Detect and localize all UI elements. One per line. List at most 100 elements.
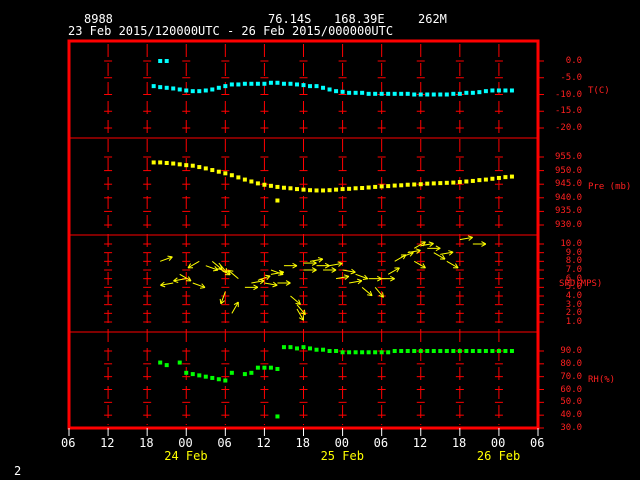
temperature-point: [392, 91, 397, 96]
humidity-point: [334, 349, 339, 353]
humidity-point: [496, 349, 501, 353]
wind-arrow: [219, 291, 226, 305]
y-tick-label: -20.0: [555, 123, 583, 133]
wind-arrow: [323, 267, 337, 273]
wind-arrow: [303, 267, 317, 273]
temperature-point: [190, 89, 195, 94]
pressure-point: [373, 184, 378, 189]
pressure-point: [334, 187, 339, 192]
pressure-point: [347, 186, 352, 191]
humidity-point: [249, 370, 254, 375]
station-longitude: 168.39E: [334, 12, 385, 26]
pressure-point: [301, 187, 306, 192]
humidity-point: [301, 345, 306, 350]
date-label: 25 Feb: [320, 449, 364, 463]
humidity-point: [438, 349, 443, 353]
humidity-point: [418, 349, 423, 353]
humidity-point: [399, 349, 404, 353]
pressure-point: [483, 177, 488, 182]
wind-arrow: [160, 255, 173, 262]
temperature-point: [210, 87, 215, 92]
wind-arrow: [349, 278, 363, 285]
temperature-point: [334, 89, 339, 94]
humidity-point: [366, 350, 371, 355]
humidity-point: [405, 349, 410, 353]
humidity-point: [425, 349, 430, 353]
temperature-point: [340, 89, 345, 94]
pressure-point: [503, 175, 508, 180]
wind-arrow: [427, 245, 441, 252]
pressure-point: [151, 160, 156, 165]
temperature-point: [314, 84, 319, 89]
pressure-point: [366, 185, 371, 190]
humidity-point: [223, 378, 228, 383]
pressure-point: [509, 174, 514, 179]
humidity-point: [340, 350, 345, 355]
pressure-point: [314, 188, 319, 193]
humidity-point: [509, 349, 514, 353]
wind-arrow: [296, 304, 306, 316]
y-tick-label: 70.0: [560, 371, 583, 382]
humidity-point: [262, 365, 267, 370]
x-tick-label: 18: [295, 436, 310, 450]
y-tick-label: 6.0: [565, 273, 583, 284]
pressure-point: [425, 181, 430, 186]
temperature-point: [496, 88, 501, 93]
pressure-point: [158, 160, 163, 165]
pressure-point: [392, 183, 397, 188]
humidity-point: [477, 349, 482, 353]
wind-arrow: [205, 265, 219, 272]
x-tick-label: 06: [373, 436, 389, 450]
pressure-point: [451, 180, 456, 185]
pressure-point: [288, 186, 293, 191]
wind-arrow: [335, 274, 350, 280]
wind-arrow: [440, 250, 454, 256]
pressure-point: [327, 188, 332, 193]
temperature-point: [158, 59, 163, 63]
y-tick-label: 2.0: [565, 308, 583, 319]
pressure-point: [379, 184, 384, 189]
wind-arrow: [244, 284, 259, 291]
station-latitude: 76.14S: [268, 12, 312, 26]
y-tick-label: 5.0: [565, 282, 583, 293]
wind-speed-axis-title: SPD(MPS): [559, 279, 603, 289]
pressure-point: [477, 178, 482, 183]
y-tick-label: 4.0: [565, 291, 583, 301]
temperature-point: [483, 89, 488, 94]
wind-arrow: [316, 262, 330, 269]
wind-arrow: [361, 286, 373, 297]
humidity-point: [308, 346, 313, 351]
temperature-point: [321, 85, 326, 90]
wind-arrow: [368, 275, 382, 282]
y-tick-label: 50.0: [560, 397, 583, 408]
y-tick-label: 935.0: [555, 206, 583, 217]
wind-arrow: [433, 252, 446, 260]
humidity-point: [457, 349, 462, 353]
humidity-point: [327, 349, 332, 353]
humidity-point: [321, 347, 326, 352]
humidity-point: [386, 350, 391, 355]
temperature-point: [509, 88, 514, 93]
wind-arrow: [387, 267, 400, 275]
wind-arrow: [355, 273, 369, 281]
pressure-point: [268, 183, 273, 188]
pressure-point: [275, 184, 280, 189]
humidity-point: [275, 366, 280, 371]
temperature-point: [164, 59, 169, 63]
humidity-point: [216, 377, 221, 382]
wind-arrow: [420, 241, 434, 247]
y-tick-label: 9.0: [565, 247, 583, 258]
humidity-point: [373, 350, 378, 355]
y-tick-label: 30.0: [560, 423, 583, 433]
x-tick-label: 06: [217, 436, 232, 450]
humidity-point: [203, 374, 208, 379]
humidity-point: [229, 370, 234, 375]
pressure-point: [177, 162, 182, 167]
humidity-point: [379, 350, 384, 355]
temperature-point: [262, 81, 267, 86]
pressure-point: [386, 184, 391, 189]
humidity-point: [210, 375, 215, 380]
pressure-point: [229, 173, 234, 178]
temperature-point: [412, 92, 417, 97]
wind-arrow: [381, 275, 395, 282]
